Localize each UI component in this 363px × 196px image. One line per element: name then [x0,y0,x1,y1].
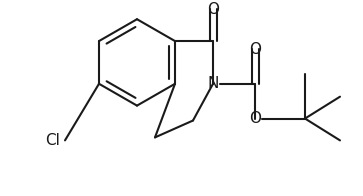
Text: N: N [207,76,219,91]
Text: O: O [207,2,219,17]
Text: O: O [249,42,261,56]
Text: Cl: Cl [46,133,60,148]
Text: O: O [249,111,261,126]
